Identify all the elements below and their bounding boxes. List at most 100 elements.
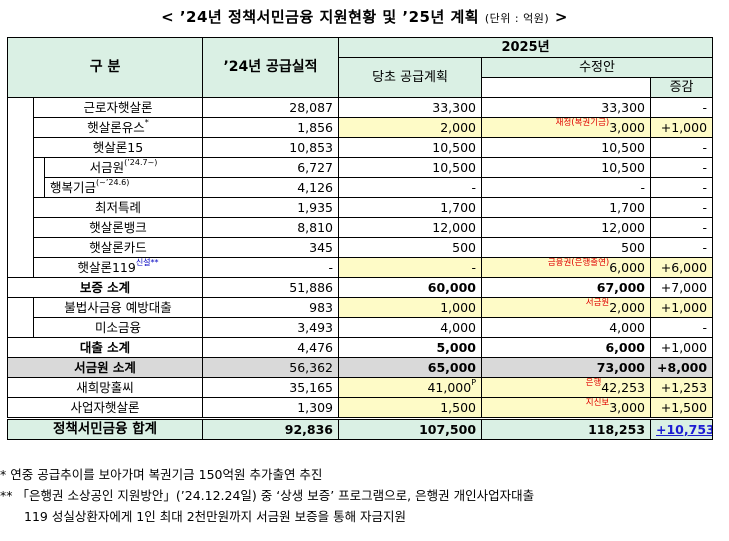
row-change: - — [650, 217, 714, 238]
row-change: - — [650, 317, 714, 338]
row-revised: 10,500 — [481, 137, 652, 158]
row-revised: - — [481, 177, 652, 198]
row-indent-inner — [33, 157, 45, 198]
row-label: 보증 소계 — [6, 277, 204, 298]
table-row: 햇살론119신설** - - 금융권(은행출연)6,000 +6,000 — [8, 257, 714, 278]
row-actual: 6,727 — [202, 157, 340, 178]
row-label: 새희망홀씨 — [6, 377, 204, 398]
row-initial: - — [338, 257, 483, 278]
row-initial-sup: P — [471, 378, 477, 388]
row-label-sup: (~’24.6) — [96, 178, 130, 188]
row-note: 서금원 — [585, 298, 610, 309]
header-change: 증감 — [650, 77, 714, 98]
row-revised-value: 6,000 — [609, 260, 646, 275]
row-initial: 500 — [338, 237, 483, 258]
table-row: 행복기금(~’24.6) 4,126 - - - — [8, 177, 714, 198]
table-row: 최저특례 1,935 1,700 1,700 - — [8, 197, 714, 218]
row-actual: 983 — [202, 297, 340, 318]
row-indent — [7, 97, 34, 278]
row-initial: 10,500 — [338, 137, 483, 158]
row-initial: 107,500 — [338, 417, 483, 440]
table-row: 햇살론유스* 1,856 2,000 재정(복권기금)3,000 +1,000 — [8, 117, 714, 138]
row-note: 은행 — [585, 378, 602, 389]
row-actual: 1,935 — [202, 197, 340, 218]
row-label-text: 햇살론유스 — [87, 120, 145, 135]
header-plan-initial: 당초 공급계획 — [338, 57, 483, 98]
row-label: 햇살론뱅크 — [32, 217, 204, 238]
row-actual: 92,836 — [202, 417, 340, 440]
row-initial: 2,000 — [338, 117, 483, 138]
row-revised: 지신보3,000 — [481, 397, 652, 419]
footnotes: * 연중 공급추이를 보아가며 복권기금 150억원 추가출연 추진 ** 「은… — [0, 464, 729, 527]
row-label: 사업자햇살론 — [6, 397, 204, 419]
row-initial: 65,000 — [338, 357, 483, 378]
row-actual: 3,493 — [202, 317, 340, 338]
row-revised: 12,000 — [481, 217, 652, 238]
row-revised-value: 42,253 — [601, 380, 646, 395]
row-change: - — [650, 237, 714, 258]
footnote-2: ** 「은행권 소상공인 지원방안」(’24.12.24일) 중 ‘상생 보증’… — [0, 488, 535, 503]
row-change: +6,000 — [650, 257, 714, 278]
row-label-text: 서금원 — [89, 160, 125, 175]
row-label-sup: (’24.7~) — [124, 158, 158, 168]
table-row: 불법사금융 예방대출 983 1,000 서금원2,000 +1,000 — [7, 297, 714, 338]
row-label: 대출 소계 — [6, 337, 204, 358]
header-blank — [481, 77, 652, 98]
row-actual: 51,886 — [202, 277, 340, 298]
footnote-2-cont: 119 성실상환자에게 1인 최대 2천만원까지 서금원 보증을 통해 자금지원 — [24, 509, 407, 524]
row-actual: 8,810 — [202, 217, 340, 238]
title-main: < ’24년 정책서민금융 지원현황 및 ’25년 계획 — [161, 8, 480, 26]
row-initial: 10,500 — [338, 157, 483, 178]
table-row: 햇살론15 10,853 10,500 10,500 - — [8, 137, 714, 158]
row-indent — [7, 297, 34, 338]
row-revised: 4,000 — [481, 317, 652, 338]
row-revised: 10,500 — [481, 157, 652, 178]
row-change: +10,753 — [650, 417, 714, 440]
row-label: 근로자햇살론 — [32, 97, 204, 118]
row-revised: 서금원2,000 — [481, 297, 652, 318]
row-label: 햇살론15 — [32, 137, 204, 158]
row-initial-value: 41,000 — [427, 380, 472, 395]
row-initial: 5,000 — [338, 337, 483, 358]
header-category: 구 분 — [6, 37, 204, 98]
title-end: > — [554, 8, 568, 26]
row-revised: 118,253 — [481, 417, 652, 440]
row-actual: - — [202, 257, 340, 278]
row-label: 불법사금융 예방대출 — [32, 297, 204, 318]
row-actual: 28,087 — [202, 97, 340, 118]
row-revised: 73,000 — [481, 357, 652, 378]
row-label-text: 햇살론119 — [77, 260, 136, 275]
row-revised: 6,000 — [481, 337, 652, 358]
row-initial: 60,000 — [338, 277, 483, 298]
table-row: 햇살론뱅크 8,810 12,000 12,000 - — [8, 217, 714, 238]
row-label: 서금원 소계 — [6, 357, 204, 378]
row-actual: 4,126 — [202, 177, 340, 198]
row-note: 금융권(은행출연) — [547, 258, 610, 269]
row-initial: 4,000 — [338, 317, 483, 338]
row-label-sup: 신설** — [135, 258, 159, 268]
row-initial: 1,500 — [338, 397, 483, 419]
row-revised: 1,700 — [481, 197, 652, 218]
row-actual: 4,476 — [202, 337, 340, 358]
table-row: 근로자햇살론 28,087 33,300 33,300 - — [7, 97, 714, 278]
row-initial: 33,300 — [338, 97, 483, 118]
row-label: 햇살론유스* — [32, 117, 204, 138]
row-change: +1,500 — [650, 397, 714, 419]
table-row: 미소금융 3,493 4,000 4,000 - — [8, 317, 714, 338]
table-row: 서금원(’24.7~) 6,727 10,500 10,500 - — [8, 157, 714, 198]
row-revised-value: 3,000 — [609, 400, 646, 415]
header-actual-2024: ’24년 공급실적 — [202, 37, 340, 98]
row-label: 미소금융 — [32, 317, 204, 338]
header-plan-revised: 수정안 — [481, 57, 714, 78]
row-change: +1,253 — [650, 377, 714, 398]
row-actual: 1,856 — [202, 117, 340, 138]
table-row-subtotal: 대출 소계 4,476 5,000 6,000 +1,000 — [6, 337, 714, 358]
row-change: - — [650, 97, 714, 118]
row-initial: 41,000P — [338, 377, 483, 398]
row-label: 햇살론카드 — [32, 237, 204, 258]
row-label: 서금원(’24.7~) — [43, 157, 204, 178]
page-title: < ’24년 정책서민금융 지원현황 및 ’25년 계획 (단위 : 억원) > — [0, 6, 729, 27]
row-note: 재정(복권기금) — [555, 118, 610, 129]
row-change: +7,000 — [650, 277, 714, 298]
table-row-subtotal: 보증 소계 51,886 60,000 67,000 +7,000 — [6, 277, 714, 298]
